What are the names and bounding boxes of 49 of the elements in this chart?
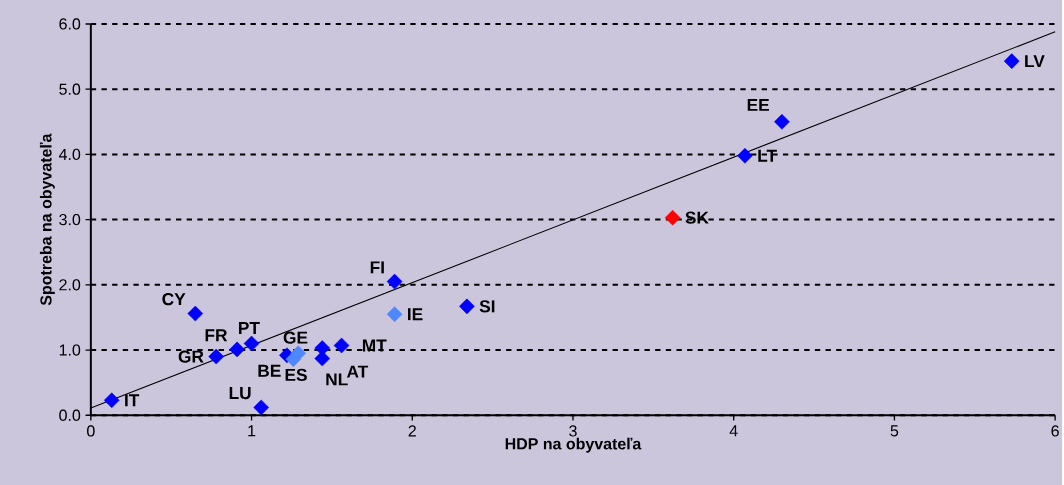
x-axis-title: HDP na obyvateľa: [505, 437, 642, 453]
y-tick-label: 1.0: [59, 344, 81, 356]
y-axis-title: Spotreba na obyvateľa: [39, 133, 55, 306]
x-tick-label: 1: [248, 425, 256, 437]
y-tick-label: 5.0: [59, 83, 81, 95]
point: [664, 209, 681, 226]
annotation: LV: [1025, 55, 1045, 68]
annotation: GR: [178, 350, 204, 363]
annotation: BE: [258, 364, 281, 377]
x-tick-label: 6: [1051, 425, 1059, 437]
point: [208, 348, 224, 365]
annotation: LT: [758, 149, 777, 162]
x-tick-label: 0: [87, 425, 95, 437]
y-tick-label: 3.0: [59, 213, 81, 226]
point: [229, 341, 245, 358]
annotation: FI: [370, 261, 384, 274]
annotation: ES: [285, 368, 307, 381]
annotation: AT: [346, 365, 369, 378]
annotation: EE: [747, 98, 769, 111]
annotation: IE: [407, 308, 423, 321]
annotation: SI: [479, 300, 495, 313]
point: [737, 147, 753, 164]
annotation: GE: [283, 331, 308, 344]
y-tick-label: 2.0: [59, 279, 81, 291]
point: [386, 273, 403, 290]
annotation: SK: [685, 211, 709, 224]
point: [187, 305, 204, 322]
y-tick-label: 0.0: [59, 409, 81, 421]
point: [459, 298, 475, 315]
point: [1003, 53, 1020, 69]
point: [253, 399, 269, 416]
point: [774, 113, 790, 130]
point: [386, 306, 403, 322]
x-tick-label: 3: [569, 425, 577, 437]
x-tick-label: 2: [408, 425, 416, 437]
x-tick-label: 5: [890, 425, 899, 437]
annotation: CY: [162, 292, 186, 306]
point: [333, 337, 350, 354]
y-tick-label: 4.0: [58, 148, 81, 160]
annotation: NL: [326, 373, 348, 386]
point: [243, 335, 260, 352]
annotation: LU: [229, 387, 251, 400]
point: [314, 340, 331, 356]
annotation: FR: [205, 329, 228, 342]
x-tick-label: 4: [729, 425, 738, 437]
y-tick-label: 6.0: [59, 18, 81, 30]
point: [103, 392, 120, 408]
annotation: IT: [125, 394, 140, 407]
annotation: PT: [238, 321, 260, 334]
